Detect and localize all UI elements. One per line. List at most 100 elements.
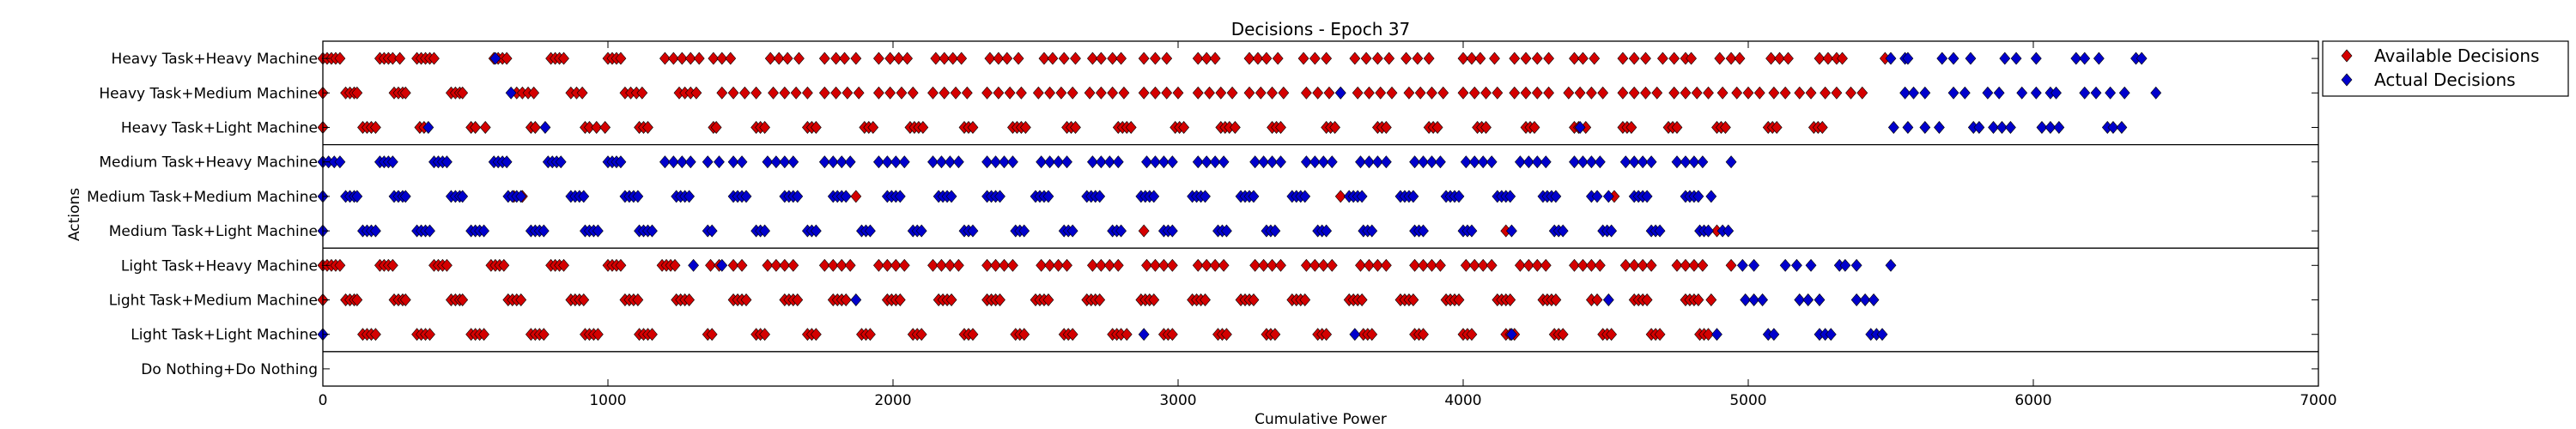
data-point: [1172, 86, 1184, 100]
data-point: [669, 258, 681, 272]
data-point: [1839, 258, 1851, 272]
data-point: [1226, 86, 1238, 100]
data-point: [2079, 51, 2091, 65]
data-point: [1044, 258, 1055, 272]
data-point: [1161, 51, 1173, 65]
data-point: [424, 328, 435, 341]
data-point: [884, 86, 896, 100]
x-tick-label: 6000: [2014, 392, 2051, 409]
data-point: [1418, 328, 1429, 341]
data-point: [1691, 86, 1703, 100]
data-point: [1850, 258, 1862, 272]
data-point: [762, 258, 774, 272]
data-point: [1036, 155, 1048, 169]
data-point: [1466, 51, 1478, 65]
data-point: [1720, 121, 1731, 134]
data-point: [1252, 51, 1264, 65]
data-point: [1457, 51, 1469, 65]
data-point: [693, 51, 705, 65]
data-point: [865, 224, 876, 238]
data-point: [1409, 155, 1420, 169]
data-point: [1200, 258, 1212, 272]
data-point: [1087, 51, 1098, 65]
data-point: [1275, 155, 1286, 169]
data-point: [714, 155, 725, 169]
data-point: [1038, 51, 1050, 65]
data-point: [501, 155, 513, 169]
y-axis-title: Actions: [66, 188, 83, 241]
data-point: [1107, 86, 1119, 100]
data-point: [1671, 121, 1683, 134]
data-point: [1249, 155, 1261, 169]
data-point: [1768, 328, 1780, 341]
data-point: [1209, 258, 1221, 272]
data-point: [1249, 258, 1261, 272]
data-point: [1192, 258, 1204, 272]
data-point: [1334, 86, 1346, 100]
data-point: [478, 328, 489, 341]
data-point: [1150, 155, 1161, 169]
data-point: [1118, 86, 1130, 100]
data-point: [1688, 258, 1700, 272]
data-point: [1200, 293, 1211, 306]
data-point: [787, 155, 799, 169]
data-point: [802, 86, 813, 100]
data-point: [927, 258, 939, 272]
data-point: [515, 190, 527, 203]
data-point: [683, 190, 696, 203]
data-point: [1619, 155, 1631, 169]
data-point: [1606, 328, 1618, 341]
data-point: [1349, 51, 1361, 65]
data-point: [659, 155, 671, 169]
data-point: [1095, 51, 1107, 65]
data-point: [890, 155, 902, 169]
data-point: [1480, 121, 1492, 134]
data-point: [636, 86, 648, 100]
data-point: [810, 121, 822, 134]
data-point: [1993, 86, 2005, 100]
data-point: [768, 86, 779, 100]
data-point: [770, 258, 782, 272]
data-point: [1692, 293, 1704, 306]
data-point: [1791, 258, 1802, 272]
data-point: [1887, 121, 1899, 134]
data-point: [1435, 155, 1446, 169]
data-point: [457, 293, 469, 306]
data-point: [1301, 155, 1312, 169]
data-point: [1586, 258, 1597, 272]
data-point: [1317, 258, 1329, 272]
data-point: [810, 328, 822, 341]
data-point: [1058, 51, 1070, 65]
data-point: [1364, 86, 1375, 100]
data-point: [1982, 86, 1994, 100]
data-point: [1166, 258, 1178, 272]
data-point: [1757, 293, 1768, 306]
data-point: [399, 293, 411, 306]
data-point: [939, 86, 951, 100]
plot-frame: [322, 40, 2319, 387]
data-point: [1061, 258, 1072, 272]
data-point: [1908, 86, 1919, 100]
data-point: [1044, 86, 1055, 100]
data-point: [1019, 121, 1031, 134]
data-point: [927, 155, 939, 169]
data-point: [1602, 190, 1614, 203]
data-point: [1070, 51, 1081, 65]
data-point: [1899, 86, 1911, 100]
x-tick-label: 5000: [1729, 392, 1766, 409]
data-point: [818, 155, 830, 169]
data-point: [529, 121, 541, 134]
data-point: [853, 86, 865, 100]
data-point: [1688, 155, 1700, 169]
data-point: [896, 86, 908, 100]
data-point: [470, 121, 482, 134]
data-point: [1569, 51, 1580, 65]
data-point: [1520, 86, 1532, 100]
data-point: [683, 293, 696, 306]
data-point: [1805, 258, 1817, 272]
data-point: [1204, 86, 1215, 100]
data-point: [1742, 86, 1754, 100]
x-tick-label: 1000: [589, 392, 626, 409]
data-point: [1004, 86, 1016, 100]
